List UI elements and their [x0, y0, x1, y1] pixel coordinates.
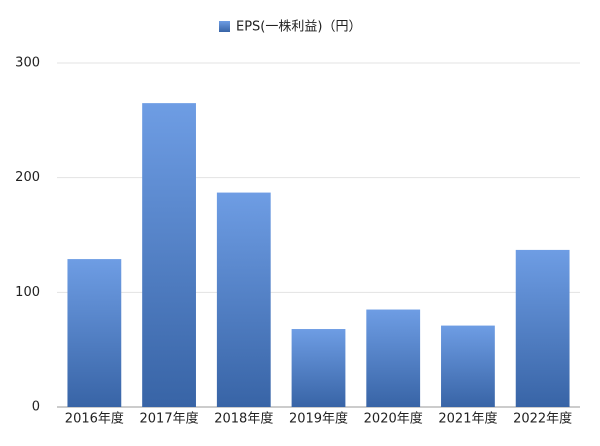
x-tick-label: 2020年度: [364, 411, 423, 427]
bar: [67, 259, 122, 407]
bar: [216, 192, 271, 407]
y-tick-label: 200: [15, 170, 40, 185]
bar: [515, 249, 570, 407]
x-tick-label: 2019年度: [289, 411, 348, 427]
bar: [142, 103, 196, 407]
y-tick-label: 300: [15, 56, 40, 71]
x-tick-label: 2018年度: [214, 411, 273, 427]
legend-label: EPS(一株利益)（円）: [236, 20, 361, 35]
bar: [441, 325, 495, 407]
y-tick-label: 0: [32, 400, 40, 415]
x-tick-label: 2016年度: [65, 411, 124, 427]
x-tick-label: 2021年度: [438, 411, 497, 427]
legend-swatch: [219, 21, 230, 32]
y-tick-label: 100: [15, 285, 40, 300]
bar: [291, 329, 346, 407]
bar: [366, 309, 421, 407]
x-tick-label: 2022年度: [513, 411, 572, 427]
x-tick-label: 2017年度: [140, 411, 199, 427]
